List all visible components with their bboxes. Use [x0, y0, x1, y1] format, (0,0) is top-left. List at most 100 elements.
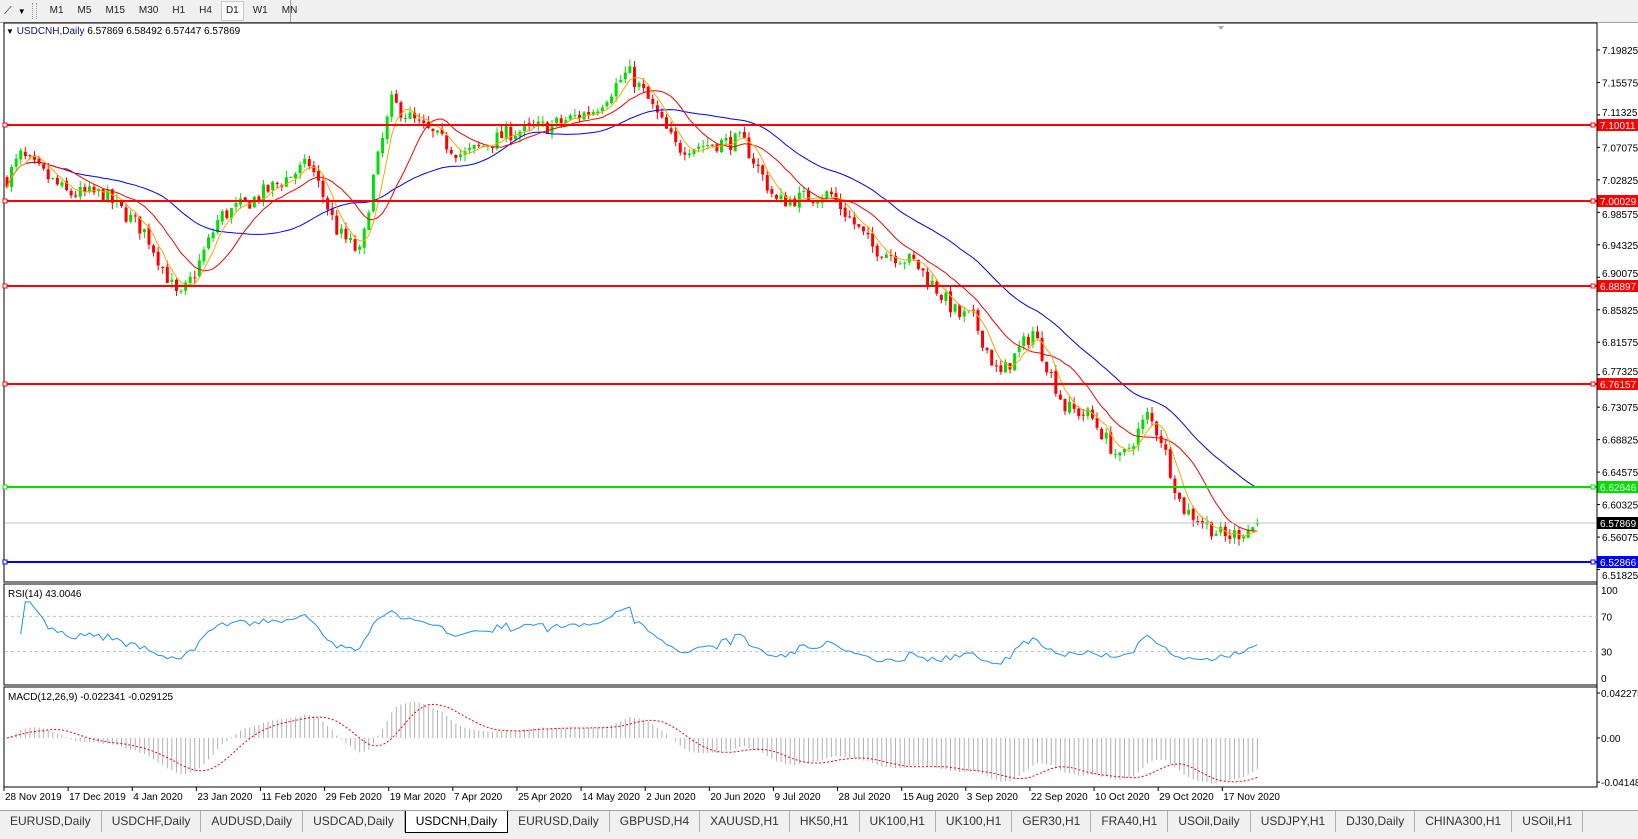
candle [78, 181, 82, 202]
candle-body [701, 146, 705, 148]
candle [1008, 362, 1012, 374]
chart-tab[interactable]: USDCNH,Daily [404, 811, 509, 833]
candle [930, 274, 934, 286]
candle [280, 183, 284, 192]
chart-tab[interactable]: DJ30,Daily [1336, 811, 1416, 832]
candle-body [990, 349, 994, 366]
chart-tab[interactable]: GBPUSD,H4 [610, 811, 701, 832]
candle [1086, 406, 1090, 420]
candle [976, 307, 980, 335]
price-tick-label: 6.73075 [1602, 403, 1638, 414]
timeframe-m5-button[interactable]: M5 [77, 5, 92, 16]
candle [289, 176, 293, 178]
chart-window[interactable]: 7.10011 7.00029 6.88897 6.76157 6.62646 6.528… [0, 22, 1638, 810]
time-tick-label: 29 Feb 2020 [326, 792, 383, 803]
chart-tab[interactable]: GER30,H1 [1012, 811, 1092, 832]
candle-body [953, 304, 957, 312]
chart-tab[interactable]: USOil,Daily [1168, 811, 1251, 832]
horizontal-line[interactable]: 7.10011 [2, 119, 1638, 132]
candle-body [1072, 403, 1076, 409]
candle [605, 100, 609, 109]
candle-body [729, 136, 733, 150]
candle [912, 251, 916, 261]
toolbar-grip[interactable] [31, 3, 37, 19]
candle-body [788, 198, 792, 206]
candle-body [449, 149, 453, 154]
candle [545, 121, 549, 134]
dropdown-arrow-icon[interactable]: ▼ [17, 6, 26, 16]
candle-body [1168, 449, 1172, 478]
chart-tab[interactable]: USDCAD,Daily [303, 811, 405, 832]
candle-body [1132, 446, 1136, 450]
timeframe-w1-button[interactable]: W1 [252, 5, 268, 16]
chart-tab[interactable]: EURUSD,Daily [508, 811, 610, 832]
horizontal-line[interactable]: 6.52866 [2, 556, 1638, 569]
timeframe-mn-button[interactable]: MN [277, 1, 303, 21]
candle-body [550, 124, 554, 133]
timeframe-d1-button[interactable]: D1 [220, 1, 244, 21]
candle [687, 149, 691, 159]
timeframe-m1-button[interactable]: M1 [49, 5, 64, 16]
candle [28, 154, 32, 160]
chart-tab[interactable]: USOil,H1 [1512, 811, 1584, 832]
candle-body [642, 83, 646, 89]
horizontal-line[interactable]: 6.76157 [2, 378, 1638, 391]
candle-body [985, 348, 989, 351]
line-studies-icon[interactable]: ⟋ [4, 4, 12, 17]
candle [1164, 439, 1168, 456]
chart-tab[interactable]: FRA40,H1 [1091, 811, 1169, 832]
candle [829, 187, 833, 198]
candle-body [976, 310, 980, 331]
candle [1031, 326, 1035, 349]
time-tick-label: 25 Apr 2020 [518, 792, 572, 803]
candle-body [880, 256, 884, 258]
timeframe-m15-button[interactable]: M15 [105, 5, 125, 16]
candle [715, 143, 719, 153]
chart-tab[interactable]: CHINA300,H1 [1415, 811, 1513, 832]
candle-body [939, 295, 943, 300]
macd-tick-label: 0.00 [1601, 734, 1621, 745]
candle-body [752, 158, 756, 164]
line-handle [1590, 484, 1596, 490]
candle-body [129, 214, 133, 222]
chart-tab[interactable]: UK100,H1 [860, 811, 936, 832]
candle-body [1081, 414, 1085, 416]
candle [1150, 406, 1154, 427]
candle [642, 78, 646, 93]
candle-body [188, 276, 192, 283]
candle-body [1255, 523, 1259, 525]
chart-tab[interactable]: UK100,H1 [936, 811, 1013, 832]
horizontal-line[interactable]: 7.00029 [2, 195, 1638, 208]
candle-body [724, 137, 728, 141]
candle [1123, 448, 1127, 456]
candle-body [1045, 361, 1049, 373]
chart-tab[interactable]: EURUSD,Daily [0, 811, 102, 832]
candle [628, 59, 632, 74]
candle [271, 180, 275, 197]
candle-body [981, 330, 985, 348]
price-label-bg [1597, 556, 1638, 568]
candle-body [211, 232, 215, 239]
chart-tab[interactable]: USDJPY,H1 [1251, 811, 1337, 832]
candle-body [1058, 394, 1062, 400]
candle-body [1022, 336, 1026, 347]
horizontal-line[interactable]: 6.88897 [2, 280, 1638, 293]
time-tick-label: 9 Jul 2020 [774, 792, 821, 803]
candle [756, 158, 760, 173]
chart-tab[interactable]: XAUUSD,H1 [700, 811, 790, 832]
price-tick-label: 6.85825 [1602, 306, 1638, 317]
chart-tab[interactable]: AUDUSD,Daily [201, 811, 304, 832]
candle-body [1251, 527, 1255, 531]
horizontal-line[interactable]: 6.62646 [2, 481, 1638, 494]
chart-tab[interactable]: USDCHF,Daily [102, 811, 202, 832]
collapse-arrow-icon[interactable]: ▼ [6, 27, 14, 36]
time-tick-label: 2 Jun 2020 [646, 792, 696, 803]
timeframe-h1-button[interactable]: H1 [172, 5, 186, 16]
timeframe-m30-button[interactable]: M30 [138, 5, 159, 16]
candle [390, 90, 394, 123]
timeframe-h4-button[interactable]: H4 [199, 5, 212, 16]
candle [1068, 395, 1072, 415]
candle-body [376, 151, 380, 175]
candle-body [321, 180, 325, 197]
chart-tab[interactable]: HK50,H1 [790, 811, 860, 832]
